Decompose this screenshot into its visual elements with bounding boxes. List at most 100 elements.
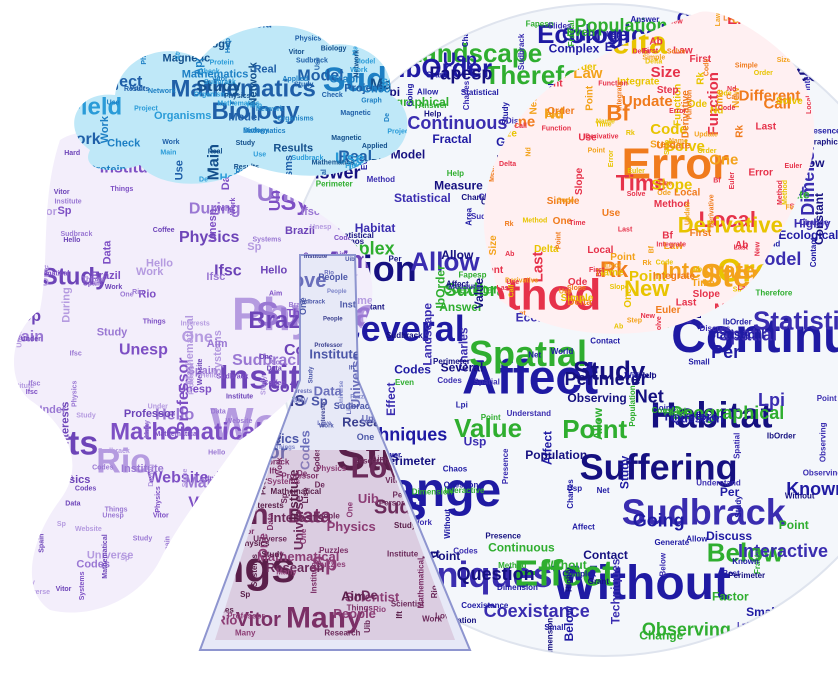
globe-word: Without [542, 558, 587, 572]
flask-liquid-word: Study [261, 550, 284, 559]
scientist-word: Ifsc [214, 263, 242, 280]
fire-word: Solve [776, 96, 803, 107]
scientist-word: Systems [79, 571, 86, 600]
scientist-word: Codes [75, 486, 97, 493]
globe-word: Help [424, 109, 441, 118]
fire-word: Nd [544, 106, 564, 123]
scientist-word: Sp [120, 555, 129, 562]
fire-word: Point [556, 231, 563, 249]
globe-word: Question [444, 481, 479, 490]
globe-word: Work [735, 644, 765, 658]
globe-word: Factor [664, 408, 688, 417]
cloud-word: Mathematics [171, 76, 316, 103]
scientist-word: Brazil [32, 151, 39, 170]
globe-word: Presence [501, 448, 510, 484]
fire-word: Point [629, 268, 667, 285]
scientist-word: Study [133, 536, 153, 543]
flask-liquid-word: Physics [239, 539, 270, 548]
fire-word: Rk [734, 125, 745, 138]
cloud-word: Sudbrack [296, 57, 328, 64]
globe-word: Several [441, 361, 484, 375]
globe-word: Charles [566, 479, 575, 509]
flask-liquid-word: Scientist [203, 545, 237, 554]
fire-word: Call [514, 123, 527, 130]
globe-word: Observing [803, 469, 838, 478]
globe-word: Charles [462, 80, 471, 110]
globe-word: Usp [606, 30, 621, 39]
fire-word: Derivative [681, 90, 692, 138]
globe-word: Population [525, 448, 587, 462]
fire-word: Last [756, 121, 777, 132]
scientist-word: Coffee [263, 380, 285, 387]
scientist-word: Aim [269, 291, 282, 298]
scientist-word: Same [182, 468, 189, 487]
fire-word: Delta [633, 48, 650, 55]
cloud-word: Protein [331, 36, 355, 43]
cloud-word: Work [99, 115, 111, 143]
fire-word: New [731, 87, 742, 108]
globe-word: Sudbrack [517, 33, 526, 70]
cloud-word: Vitor [289, 49, 305, 56]
globe-word: Affect [572, 523, 595, 532]
cloud-word: Field [349, 19, 365, 26]
globe-word: Charles [461, 193, 491, 202]
flask-word: Universe [339, 380, 345, 406]
fire-word: Time [715, 89, 726, 113]
fire-word: Law [573, 65, 603, 82]
flask-word: People [318, 272, 348, 282]
cloud-word: Check [140, 38, 161, 45]
fire-word: Slope [574, 167, 585, 195]
cloud-word: Physics [141, 38, 148, 65]
cloud-word: Model [106, 20, 126, 27]
scientist-word: Brazil [91, 270, 121, 282]
globe-word: Without [624, 371, 654, 380]
scientist-word: Professor [124, 408, 176, 420]
flask-liquid-word: Many [286, 602, 363, 635]
scientist-word: Unesp [119, 341, 168, 358]
scientist-word: Physics [155, 486, 162, 513]
cloud-word: Main [160, 149, 176, 156]
globe-word: Grant [588, 577, 610, 586]
globe-word: IbOrder [433, 265, 447, 309]
fire-word: Method [782, 180, 789, 205]
scientist-word: Sudbrack [232, 352, 305, 369]
fire-word: Order [569, 62, 596, 73]
cloud-word: Help [350, 35, 365, 42]
globe-word: Even [567, 25, 596, 39]
fire-word: Local [674, 188, 700, 199]
globe-word: Charles [457, 327, 471, 371]
scientist-word: Coffee [153, 227, 175, 234]
fire-word: First [690, 228, 712, 239]
fire-word: Rk [600, 257, 629, 282]
scientist-word: Physics [49, 474, 91, 486]
fire-word: Local [806, 96, 813, 114]
scientist-word: Under [21, 336, 42, 343]
fire-word: Bf [648, 245, 655, 253]
globe-word: Study [618, 455, 632, 489]
globe-word: Interactive [738, 541, 828, 561]
fire-word: Method [654, 199, 690, 210]
globe-word: Small [688, 358, 709, 367]
cloud-word: Mathematics [243, 128, 286, 135]
globe-word: Continuous [488, 540, 555, 554]
scientist-word: One [120, 291, 134, 298]
scientist-word: One [182, 329, 213, 346]
cloud-word: Work [70, 29, 77, 46]
globe-word: Generate [654, 538, 689, 547]
globe-word: Understand [696, 478, 741, 487]
globe-word: Usp [443, 50, 477, 70]
flask-liquid-word: Data [221, 471, 239, 480]
scientist-word: During [60, 287, 72, 322]
globe-word: Complex [562, 570, 596, 579]
globe-word: Geographical [793, 138, 838, 147]
globe-word: Fractal [567, 20, 576, 46]
scientist-word: Sp [247, 241, 261, 253]
flask-liquid-word: Sp [280, 493, 289, 503]
scientist-word: Sp [21, 308, 42, 325]
globe-word: Without [552, 557, 730, 610]
globe-word: Contact [583, 548, 628, 562]
fire-word: Order [754, 70, 773, 77]
flask-liquid-word: Puzzles [319, 546, 349, 555]
